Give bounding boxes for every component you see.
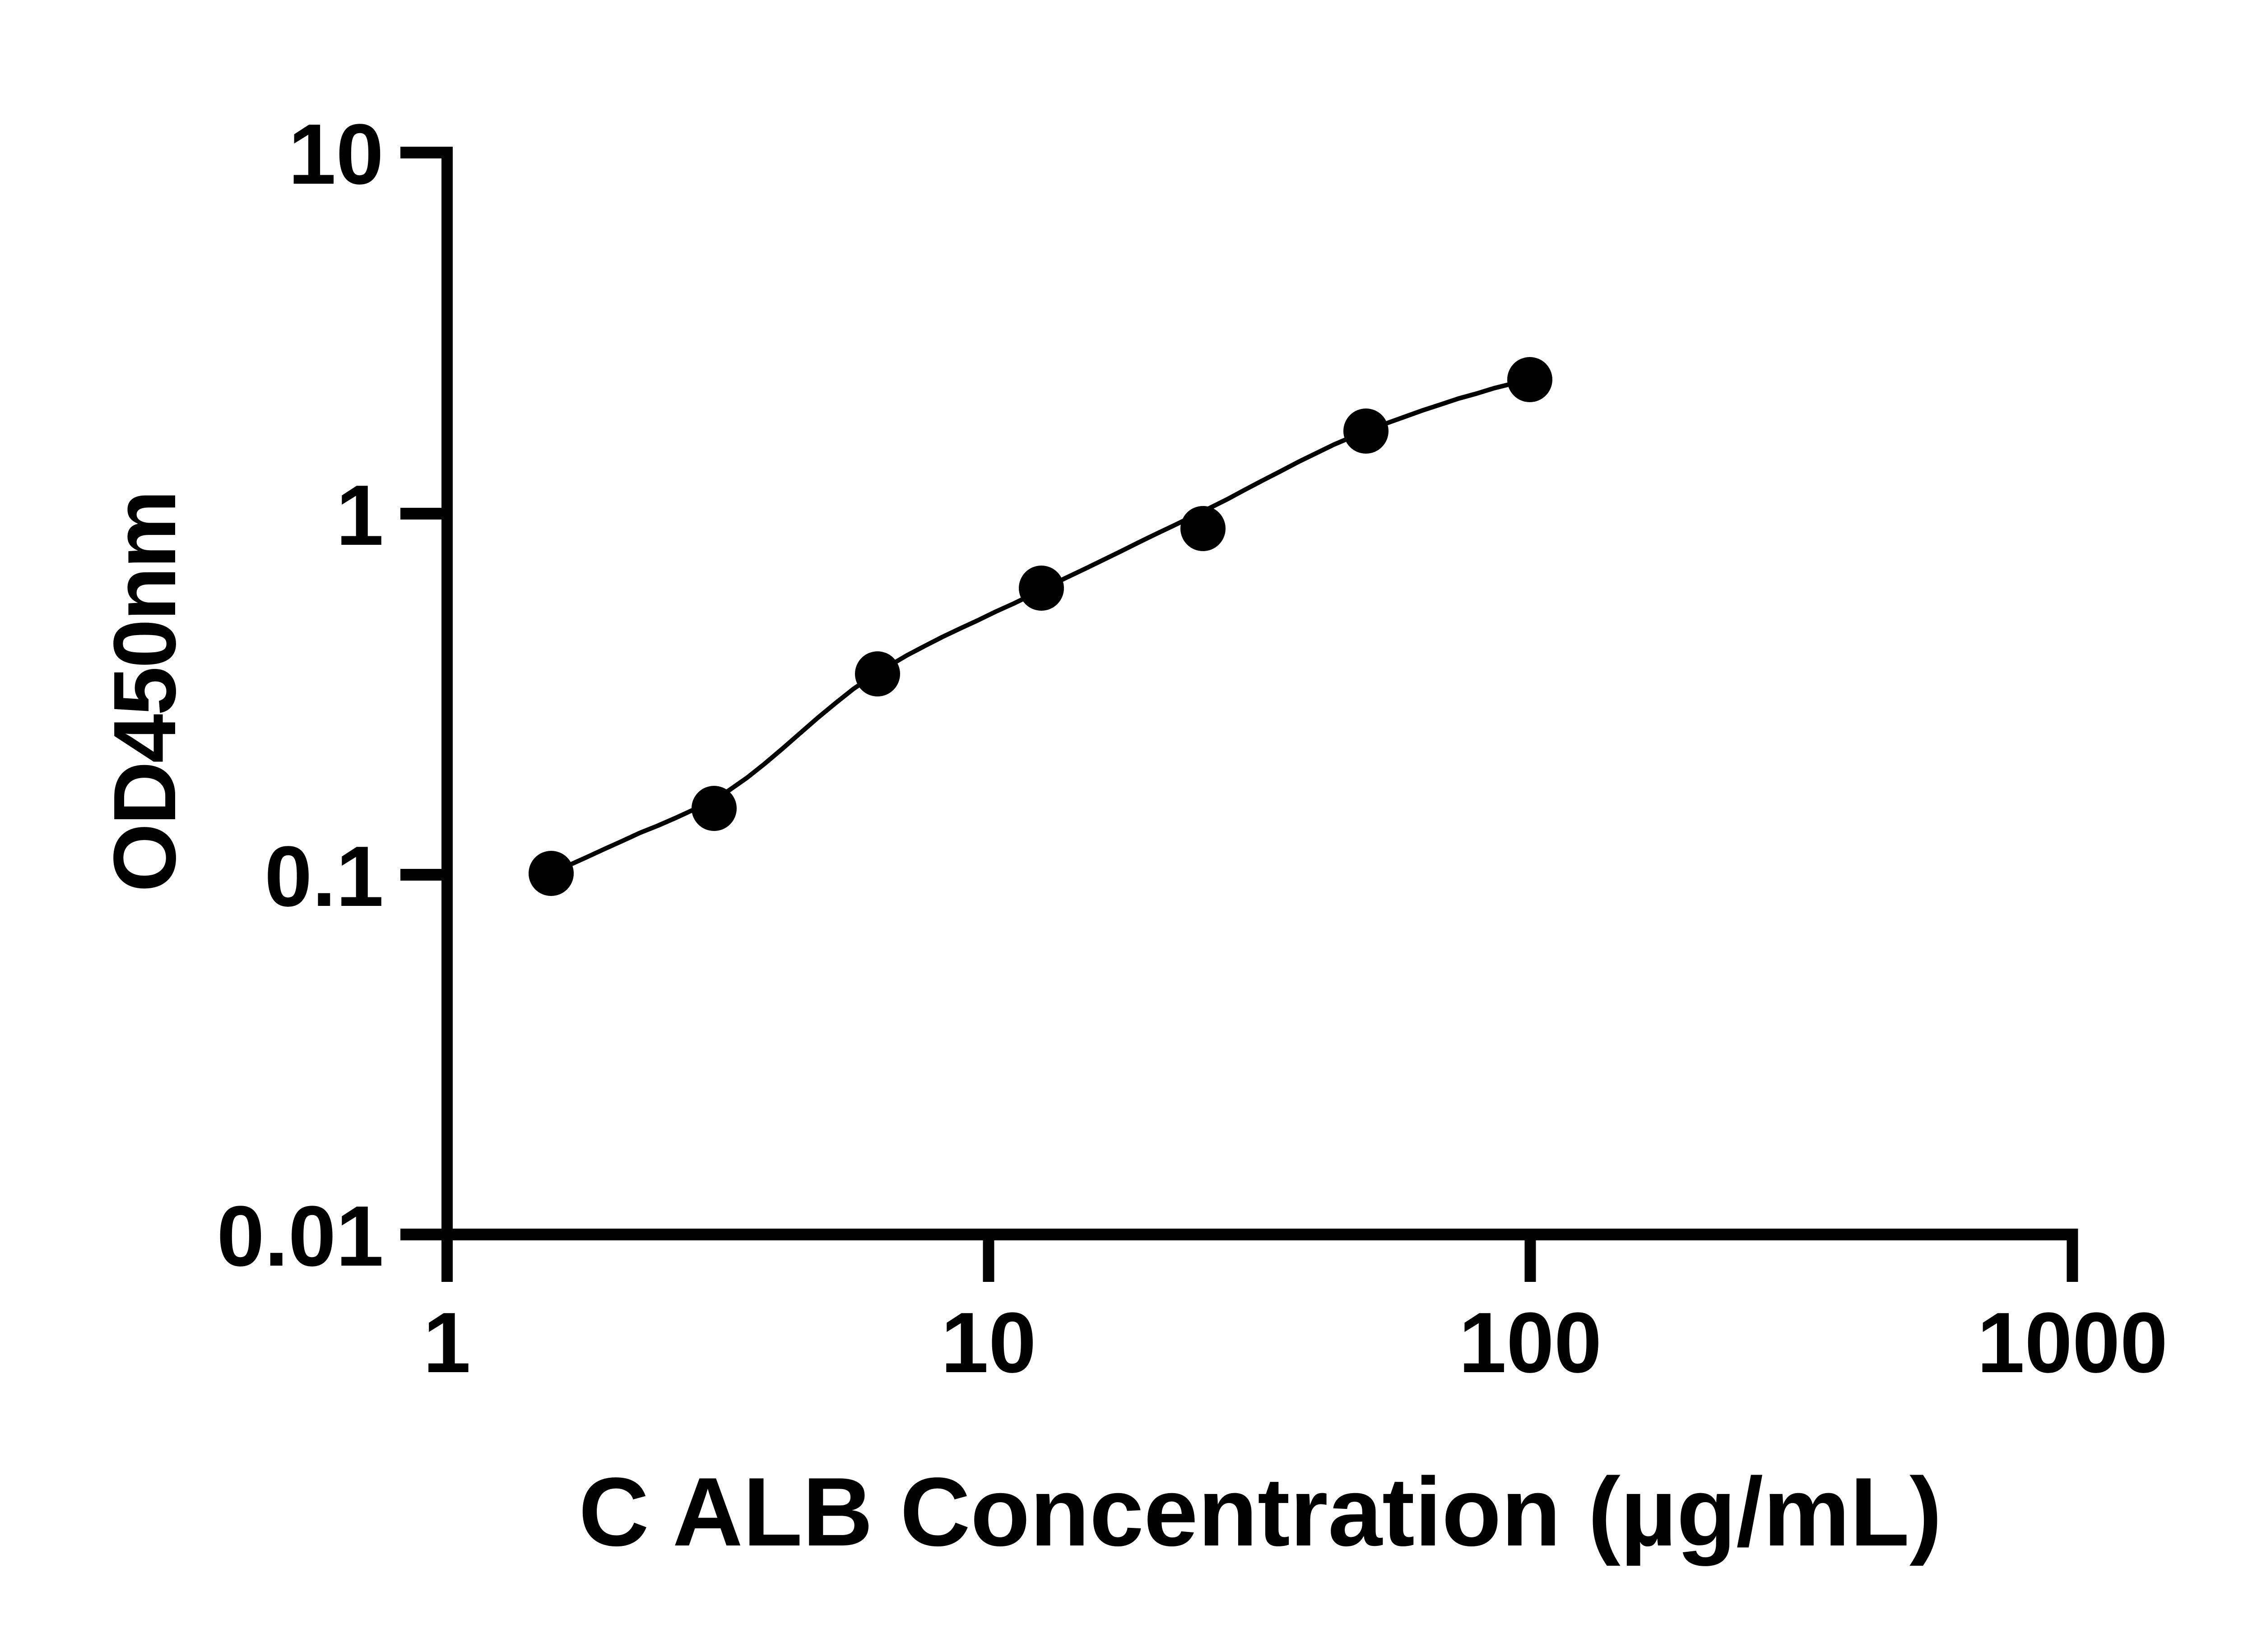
svg-text:1000: 1000 xyxy=(1977,1295,2168,1391)
svg-text:10: 10 xyxy=(941,1295,1036,1391)
svg-text:1: 1 xyxy=(423,1295,471,1391)
svg-text:10: 10 xyxy=(288,107,384,202)
svg-text:0.01: 0.01 xyxy=(217,1188,384,1284)
svg-text:OD450nm: OD450nm xyxy=(95,492,194,892)
svg-text:0.1: 0.1 xyxy=(265,829,384,924)
svg-text:100: 100 xyxy=(1458,1295,1602,1391)
svg-text:C ALB Concentration (µg/mL): C ALB Concentration (µg/mL) xyxy=(579,1457,1942,1566)
svg-text:1: 1 xyxy=(336,468,384,563)
